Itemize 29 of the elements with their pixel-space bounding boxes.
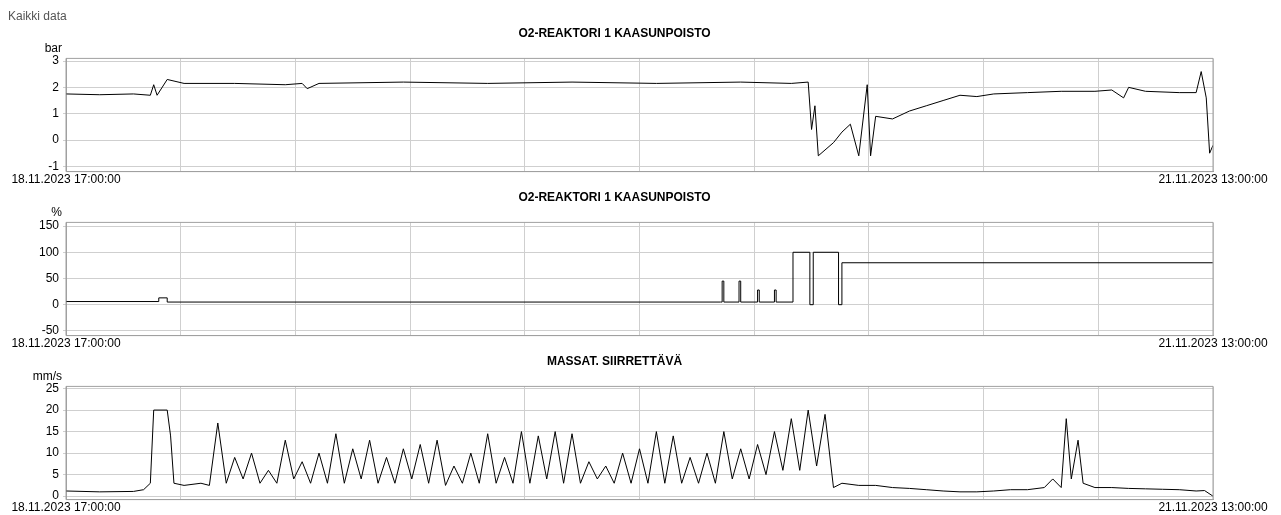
y-tick-label: 20 [45,402,60,417]
y-tick-label: 0 [52,132,60,147]
y-tick-label: 2 [52,79,60,94]
y-tick-label: -50 [41,323,60,338]
y-tick-label: 10 [45,445,60,460]
y-tick-label: 150 [38,218,60,233]
y-tick-label: 100 [38,244,60,259]
x-tick-label: 21.11.2023 13:00:00 [1158,500,1268,515]
text: Kaikki data [8,8,68,24]
y-tick-label: 3 [52,53,60,68]
x-tick-label: 18.11.2023 17:00:00 [11,336,121,351]
y-axis-title: bar [44,40,62,55]
y-tick-label: 0 [52,488,60,503]
y-tick-label: 25 [45,380,60,395]
y-tick-label: -1 [48,158,60,173]
x-tick-label: 18.11.2023 17:00:00 [11,500,121,515]
x-tick-label: 21.11.2023 13:00:00 [1158,172,1268,187]
y-tick-label: 15 [45,423,60,438]
y-axis-title: % [51,204,63,219]
y-tick-label: 50 [45,270,60,285]
chart-title: O2-REAKTORI 1 KAASUNPOISTO [518,25,711,40]
chart-title: MASSAT. SIIRRETTÄVÄ [546,352,683,368]
y-tick-label: 5 [52,466,60,481]
y-axis-title: mm/s [32,368,62,383]
chart-title: O2-REAKTORI 1 KAASUNPOISTO [518,189,711,204]
x-tick-label: 18.11.2023 17:00:00 [11,172,121,187]
y-tick-label: 0 [52,296,60,311]
x-tick-label: 21.11.2023 13:00:00 [1158,336,1268,351]
y-tick-label: 1 [52,106,60,120]
